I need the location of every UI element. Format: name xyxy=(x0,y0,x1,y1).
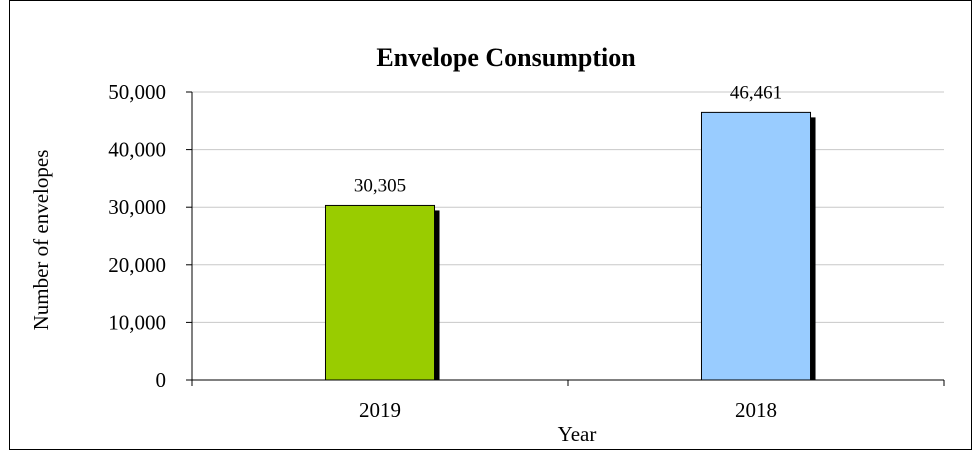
y-axis-ticks: 0 10,000 20,000 30,000 40,000 50,000 xyxy=(108,80,192,392)
bars xyxy=(324,111,816,381)
bar-2018 xyxy=(700,111,812,381)
gridlines xyxy=(192,91,944,323)
bar-2019 xyxy=(324,204,436,381)
y-tick-label: 20,000 xyxy=(108,253,166,277)
y-tick-label: 10,000 xyxy=(108,310,166,334)
y-axis-title: Number of envelopes xyxy=(29,150,53,331)
x-tick-label: 2019 xyxy=(359,398,401,422)
y-tick-label: 40,000 xyxy=(108,138,166,162)
y-tick-label: 30,000 xyxy=(108,195,166,219)
x-tick-label: 2018 xyxy=(735,398,777,422)
y-tick-label: 0 xyxy=(156,368,167,392)
chart-title: Envelope Consumption xyxy=(376,43,636,72)
data-label: 46,461 xyxy=(730,82,782,103)
x-axis-ticks: 2019 2018 xyxy=(191,380,945,422)
x-axis-title: Year xyxy=(558,422,597,446)
y-tick-label: 50,000 xyxy=(108,80,166,104)
data-labels: 30,305 46,461 xyxy=(354,82,782,196)
axes xyxy=(191,92,944,381)
data-label: 30,305 xyxy=(354,175,406,196)
